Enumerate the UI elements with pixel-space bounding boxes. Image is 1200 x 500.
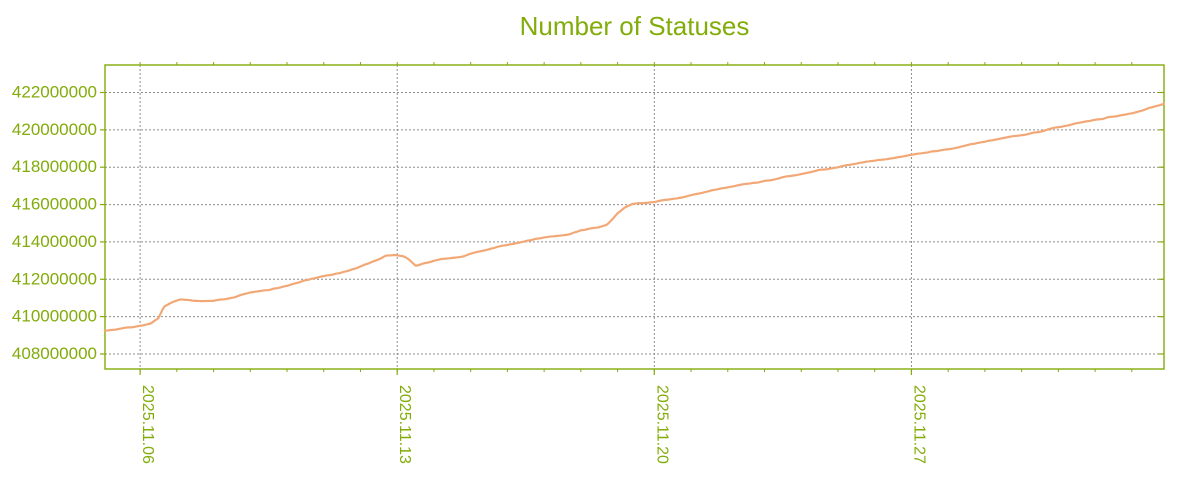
svg-text:Number of Statuses: Number of Statuses bbox=[520, 11, 750, 41]
svg-text:408000000: 408000000 bbox=[12, 344, 97, 363]
svg-text:2025.11.20: 2025.11.20 bbox=[653, 385, 670, 464]
svg-text:416000000: 416000000 bbox=[12, 195, 97, 214]
svg-text:2025.11.13: 2025.11.13 bbox=[396, 385, 413, 464]
svg-text:422000000: 422000000 bbox=[12, 83, 97, 102]
svg-text:418000000: 418000000 bbox=[12, 157, 97, 176]
svg-text:412000000: 412000000 bbox=[12, 269, 97, 288]
svg-text:2025.11.06: 2025.11.06 bbox=[139, 385, 156, 464]
svg-text:414000000: 414000000 bbox=[12, 232, 97, 251]
svg-text:2025.11.27: 2025.11.27 bbox=[910, 385, 927, 464]
svg-text:420000000: 420000000 bbox=[12, 120, 97, 139]
svg-text:410000000: 410000000 bbox=[12, 307, 97, 326]
